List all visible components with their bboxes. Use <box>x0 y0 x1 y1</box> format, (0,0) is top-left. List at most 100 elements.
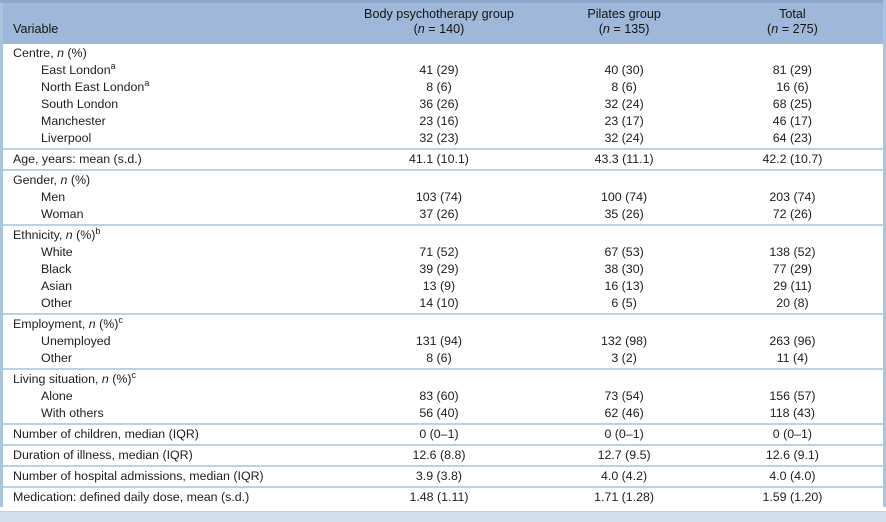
cell-value: 131 (94) <box>415 334 463 348</box>
row-label-text: With others <box>41 406 104 420</box>
row-label-sub: Men <box>2 189 332 206</box>
cell-value: 12.6 (8.8) <box>412 448 466 462</box>
row-label-text: Men <box>41 190 66 204</box>
cell-value <box>332 44 547 63</box>
row-label-text: Other <box>41 351 72 365</box>
row-label-text: Other <box>41 296 72 310</box>
cell-value <box>702 369 885 388</box>
table-row: Ethnicity, n (%)b <box>2 225 885 244</box>
row-label: Living situation, n (%)c <box>2 369 332 388</box>
cell-value: 46 (17) <box>772 114 813 128</box>
cell-value: 35 (26) <box>604 207 644 221</box>
table-row: Men 103 (74) 100 (74) 203 (74) <box>2 189 885 206</box>
row-label-text: (%) <box>108 372 132 386</box>
table-group: Age, years: mean (s.d.) 41.1 (10.1) 43.3 (… <box>1 149 885 170</box>
column-header-total: Total (n = 275) <box>701 1 885 44</box>
column-header-body-psychotherapy-group: Body psychotherapy group (n = 140) <box>331 1 547 44</box>
cell-value: 81 (29) <box>772 63 813 77</box>
column-header-pilates-group: Pilates group (n = 135) <box>546 1 702 44</box>
table-row: White 71 (52) 67 (53) 138 (52) <box>2 244 885 261</box>
n-open: ( <box>598 22 603 36</box>
table-group: Duration of illness, median (IQR) 12.6 (8… <box>1 445 885 466</box>
cell-value <box>702 225 885 244</box>
table-row: Liverpool 32 (23) 32 (24) 64 (23) <box>2 130 885 149</box>
cell-value <box>332 369 547 388</box>
cell-value: 16 (6) <box>776 80 809 94</box>
row-label: Centre, n (%) <box>2 44 332 63</box>
table-header-row: Variable Body psychotherapy group (n = 1… <box>1 1 885 44</box>
row-label-text: (%) <box>72 228 96 242</box>
cell-value: 3 (2) <box>611 351 637 365</box>
table-row: Employment, n (%)c <box>2 314 885 333</box>
table-row: Woman 37 (26) 35 (26) 72 (26) <box>2 206 885 225</box>
row-label-text: Manchester <box>41 114 106 128</box>
cell-value <box>332 225 547 244</box>
table-row: Living situation, n (%)c <box>2 369 885 388</box>
column-header-n: (n = 275) <box>704 22 881 37</box>
row-label-text: (%) <box>67 173 91 187</box>
cell-value <box>702 44 885 63</box>
table-group: Ethnicity, n (%)b White 71 (52) 67 (53) 138 … <box>1 225 885 314</box>
cell-value: 12.7 (9.5) <box>597 448 651 462</box>
cell-value: 0 (0–1) <box>604 427 644 441</box>
cell-value: 73 (54) <box>604 389 644 403</box>
row-label-sub: Alone <box>2 388 332 405</box>
column-header-n: (n = 140) <box>334 22 545 37</box>
row-label-text: South London <box>41 97 119 111</box>
table-group: Number of hospital admissions, median (I… <box>1 466 885 487</box>
n-symbol: n <box>101 372 109 386</box>
n-symbol: n <box>771 22 779 36</box>
cell-value: 83 (60) <box>419 389 459 403</box>
cell-value: 132 (98) <box>601 334 648 348</box>
column-header-title: Total <box>779 7 806 21</box>
cell-value: 62 (46) <box>604 406 644 420</box>
row-label-sub: Asian <box>2 278 332 295</box>
column-header-variable: Variable <box>1 1 332 44</box>
table-footer-strip <box>0 511 886 522</box>
row-label-text: Duration of illness, median (IQR) <box>13 448 193 462</box>
cell-value: 23 (16) <box>419 114 459 128</box>
table-group: Centre, n (%) East Londona 41 (29) 40 (30) 8… <box>2 44 885 150</box>
column-header-title: Body psychotherapy group <box>364 7 514 21</box>
table-row: Centre, n (%) <box>2 44 885 63</box>
row-label-text: (%) <box>95 317 119 331</box>
table-row: Asian 13 (9) 16 (13) 29 (11) <box>2 278 885 295</box>
cell-value: 72 (26) <box>772 207 813 221</box>
cell-value: 11 (4) <box>776 351 809 365</box>
row-label-text: Ethnicity, <box>13 228 66 242</box>
row-label-sub: South London <box>2 96 332 113</box>
cell-value: 42.2 (10.7) <box>762 152 823 166</box>
row-label-text: Living situation, <box>13 372 102 386</box>
row-label-text: North East London <box>41 80 145 94</box>
row-label-sub: Other <box>2 295 332 314</box>
cell-value: 64 (23) <box>772 131 813 145</box>
cell-value <box>546 225 702 244</box>
row-label-text: Asian <box>41 279 72 293</box>
table-row: Black 39 (29) 38 (30) 77 (29) <box>2 261 885 278</box>
column-header-n: (n = 135) <box>548 22 700 37</box>
cell-value: 4.0 (4.2) <box>601 469 648 483</box>
table-header: Variable Body psychotherapy group (n = 1… <box>1 1 885 44</box>
cell-value: 68 (25) <box>772 97 813 111</box>
cell-value: 203 (74) <box>769 190 816 204</box>
cell-value: 12.6 (9.1) <box>765 448 819 462</box>
n-symbol: n <box>88 317 96 331</box>
cell-value <box>546 369 702 388</box>
cell-value: 103 (74) <box>415 190 463 204</box>
cell-value: 77 (29) <box>772 262 813 276</box>
row-label-text: Number of hospital admissions, median (I… <box>13 469 264 483</box>
cell-value <box>332 170 547 189</box>
table-row: Alone 83 (60) 73 (54) 156 (57) <box>2 388 885 405</box>
cell-value: 23 (17) <box>604 114 644 128</box>
cell-value: 138 (52) <box>769 245 816 259</box>
table-group: Number of children, median (IQR) 0 (0–1) 0… <box>1 424 885 445</box>
table-row: With others 56 (40) 62 (46) 118 (43) <box>2 405 885 424</box>
table-row: North East Londona 8 (6) 8 (6) 16 (6) <box>2 79 885 96</box>
cell-value <box>332 314 547 333</box>
row-label-sub: White <box>2 244 332 261</box>
cell-value: 41.1 (10.1) <box>409 152 469 166</box>
table-group: Medication: defined daily dose, mean (s.… <box>1 487 885 507</box>
row-label-text: Alone <box>41 389 73 403</box>
cell-value: 100 (74) <box>601 190 648 204</box>
cell-value: 156 (57) <box>769 389 816 403</box>
